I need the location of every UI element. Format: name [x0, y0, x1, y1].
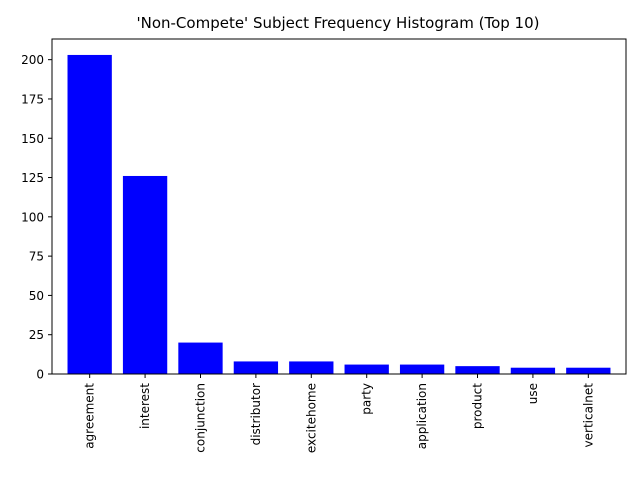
y-tick-label: 200	[21, 53, 44, 67]
x-tick-label: conjunction	[193, 383, 207, 453]
chart-title: 'Non-Compete' Subject Frequency Histogra…	[136, 14, 539, 32]
x-axis: agreement interest conjunction distributor e…	[83, 374, 595, 453]
x-tick-label: verticalnet	[581, 383, 595, 448]
x-tick-label: agreement	[83, 383, 97, 449]
bar-verticalnet	[566, 367, 611, 374]
x-tick-label: use	[526, 383, 540, 404]
plot-frame	[51, 38, 627, 375]
y-axis: 0 25 50 75 100 125 150 175 200	[21, 53, 52, 382]
y-tick-label: 25	[29, 328, 44, 342]
x-tick-label: product	[471, 383, 485, 429]
x-tick-label: party	[360, 383, 374, 415]
bar-party	[344, 364, 389, 374]
bars-layer	[67, 54, 611, 374]
y-tick-label: 75	[29, 250, 44, 264]
bar-product	[455, 366, 500, 374]
y-tick-label: 100	[21, 210, 44, 224]
bar-conjunction	[178, 342, 223, 374]
bar-agreement	[67, 54, 112, 374]
x-tick-label: application	[415, 383, 429, 449]
bar-interest	[122, 175, 168, 374]
x-tick-label: excitehome	[304, 383, 318, 453]
y-tick-label: 175	[21, 92, 44, 106]
x-tick-label: interest	[138, 383, 152, 429]
x-tick-label: distributor	[249, 383, 263, 445]
bar-application	[399, 364, 445, 374]
y-tick-label: 50	[29, 289, 44, 303]
bar-excitehome	[289, 361, 334, 374]
bar-distributor	[233, 361, 279, 374]
y-tick-label: 150	[21, 132, 44, 146]
bar-use	[510, 367, 556, 374]
y-tick-label: 0	[36, 368, 44, 382]
y-tick-label: 125	[21, 171, 44, 185]
